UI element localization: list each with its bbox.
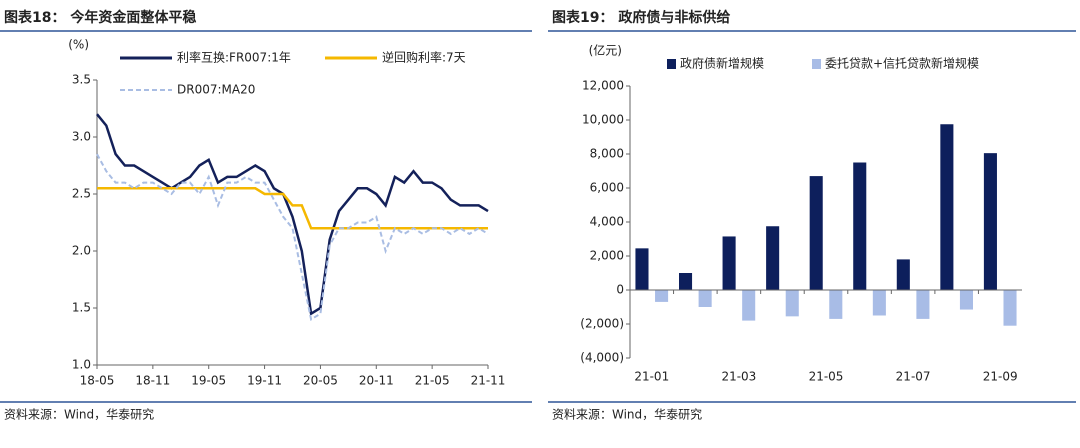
x-tick-label: 20-11 bbox=[359, 374, 394, 388]
y-tick-label: 10,000 bbox=[582, 113, 624, 127]
bar bbox=[916, 290, 930, 319]
y-tick-label: 2.5 bbox=[72, 187, 91, 201]
bar bbox=[809, 176, 823, 290]
x-tick-label: 21-05 bbox=[809, 370, 844, 384]
x-tick-label: 18-11 bbox=[135, 374, 170, 388]
bar bbox=[785, 290, 799, 317]
legend-label: 委托贷款+信托贷款新增规模 bbox=[825, 56, 979, 71]
bar bbox=[766, 226, 780, 290]
bar bbox=[940, 124, 954, 290]
y-tick-label: (4,000) bbox=[580, 351, 624, 365]
bar bbox=[679, 273, 693, 290]
y-tick-label: 6,000 bbox=[590, 181, 624, 195]
source-note: 资料来源：Wind，华泰研究 bbox=[4, 407, 154, 422]
x-tick-label: 18-05 bbox=[80, 374, 115, 388]
legend-label: 逆回购利率:7天 bbox=[382, 50, 466, 65]
bar bbox=[959, 290, 973, 310]
bar bbox=[635, 248, 649, 290]
bar bbox=[872, 290, 886, 316]
bar bbox=[896, 259, 910, 290]
legend-swatch bbox=[812, 59, 821, 69]
x-tick-label: 21-11 bbox=[471, 374, 506, 388]
bar bbox=[722, 236, 736, 290]
y-axis-label: (%) bbox=[68, 38, 89, 52]
bar bbox=[698, 290, 712, 307]
y-tick-label: 1.5 bbox=[72, 301, 91, 315]
x-tick-label: 19-11 bbox=[247, 374, 282, 388]
chart-title: 图表18： 今年资金面整体平稳 bbox=[4, 9, 196, 26]
bar bbox=[983, 153, 997, 290]
x-tick-label: 19-05 bbox=[191, 374, 226, 388]
y-tick-label: 1.0 bbox=[72, 358, 91, 372]
legend-label: DR007:MA20 bbox=[177, 83, 255, 97]
y-tick-label: 0 bbox=[616, 283, 624, 297]
legend-label: 利率互换:FR007:1年 bbox=[177, 50, 291, 65]
x-tick-label: 21-01 bbox=[634, 370, 669, 384]
y-tick-label: (2,000) bbox=[580, 317, 624, 331]
bar bbox=[1003, 290, 1017, 326]
bar bbox=[829, 290, 843, 319]
bar bbox=[742, 290, 756, 321]
bar bbox=[655, 290, 669, 302]
series-line bbox=[97, 187, 488, 230]
y-tick-label: 8,000 bbox=[590, 147, 624, 161]
y-tick-label: 12,000 bbox=[582, 79, 624, 93]
y-tick-label: 2.0 bbox=[72, 244, 91, 258]
x-tick-label: 21-03 bbox=[721, 370, 756, 384]
source-note: 资料来源：Wind，华泰研究 bbox=[552, 407, 702, 422]
legend-swatch bbox=[667, 59, 676, 69]
x-tick-label: 20-05 bbox=[303, 374, 338, 388]
x-tick-label: 21-05 bbox=[415, 374, 450, 388]
x-tick-label: 21-07 bbox=[896, 370, 931, 384]
chart-title: 图表19： 政府债与非标供给 bbox=[552, 9, 730, 26]
legend-label: 政府债新增规模 bbox=[680, 56, 764, 71]
y-tick-label: 4,000 bbox=[590, 215, 624, 229]
y-axis-label: (亿元) bbox=[589, 43, 622, 58]
y-tick-label: 3.0 bbox=[72, 130, 91, 144]
x-tick-label: 21-09 bbox=[983, 370, 1018, 384]
series-line bbox=[96, 113, 489, 316]
y-tick-label: 2,000 bbox=[590, 249, 624, 263]
bar bbox=[853, 162, 867, 290]
y-tick-label: 3.5 bbox=[72, 73, 91, 87]
